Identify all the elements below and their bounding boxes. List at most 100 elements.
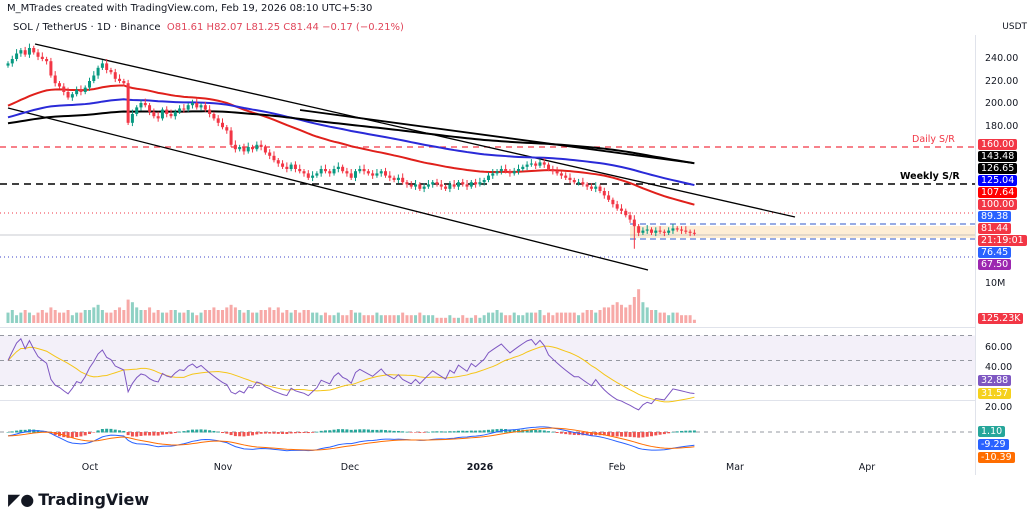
candle-body — [113, 72, 117, 79]
volume-bar — [263, 310, 267, 323]
macd-histogram-bar — [461, 430, 465, 433]
candle-body — [19, 50, 23, 54]
volume-bar — [568, 312, 572, 323]
time-axis-label: Apr — [858, 462, 876, 473]
candle-body — [555, 171, 559, 174]
macd-histogram-bar — [435, 431, 439, 433]
symbol-legend[interactable]: SOL / TetherUS · 1D · Binance O81.61 H82… — [13, 22, 404, 33]
macd-histogram-bar — [328, 430, 332, 433]
macd-histogram-bar — [469, 430, 473, 433]
volume-bar — [268, 307, 272, 323]
candle-body — [422, 186, 426, 189]
volume-bar — [302, 310, 306, 323]
volume-bar — [572, 312, 576, 323]
candle-body — [328, 171, 332, 174]
candle-body — [632, 219, 636, 227]
rsi-axis-tick: 40.00 — [985, 362, 1013, 373]
pane-divider — [0, 400, 975, 401]
volume-bar — [405, 315, 409, 323]
volume-bar — [216, 310, 220, 323]
volume-label: 125.23K — [978, 313, 1024, 324]
ema50-line — [7, 84, 695, 206]
macd-histogram-bar — [156, 432, 160, 436]
candle-body — [62, 86, 66, 92]
macd-histogram-bar — [302, 432, 306, 433]
macd-histogram-bar — [401, 431, 405, 433]
candle-body — [126, 83, 130, 123]
volume-bar — [160, 312, 164, 323]
macd-histogram-bar — [607, 432, 611, 436]
macd-histogram-bar — [366, 429, 370, 433]
candle-body — [435, 182, 439, 185]
candle-body — [238, 147, 242, 150]
candle-body — [542, 162, 546, 165]
volume-bar — [118, 307, 122, 323]
candle-body — [186, 105, 190, 110]
volume-bar — [577, 315, 581, 323]
volume-bar — [186, 310, 190, 323]
volume-bar — [199, 312, 203, 323]
candle-body — [306, 173, 310, 178]
volume-bar — [384, 315, 388, 323]
price-label: 126.65 — [978, 163, 1018, 174]
volume-bar — [632, 297, 636, 323]
volume-bar — [534, 312, 538, 323]
macd-histogram-bar — [173, 432, 177, 434]
candle-body — [160, 109, 164, 119]
candle-body — [680, 229, 684, 231]
volume-bar — [32, 315, 36, 323]
volume-bar — [401, 312, 405, 323]
volume-bar — [96, 304, 100, 323]
candle-body — [32, 48, 36, 53]
candle-body — [122, 81, 126, 84]
macd-histogram-bar — [6, 432, 10, 433]
volume-bar — [581, 312, 585, 323]
macd-histogram-bar — [379, 429, 383, 433]
volume-bar — [615, 302, 619, 323]
time-axis-label: Nov — [213, 462, 233, 473]
candle-body — [564, 175, 568, 178]
rsi-ma-label: 31.57 — [978, 388, 1012, 399]
time-axis-label: Dec — [340, 462, 360, 473]
price-label: 76.45 — [978, 247, 1012, 258]
volume-bar — [414, 315, 418, 323]
volume-bar — [53, 310, 57, 323]
macd-histogram-bar — [388, 430, 392, 433]
macd-histogram-bar — [40, 430, 44, 433]
macd-histogram-bar — [160, 432, 164, 435]
candle-body — [203, 105, 207, 110]
macd-histogram-bar — [392, 430, 396, 433]
volume-bar — [499, 312, 503, 323]
candle-body — [392, 177, 396, 180]
candle-body — [165, 109, 169, 114]
candle-body — [658, 230, 662, 232]
volume-bar — [276, 307, 280, 323]
macd-histogram-bar — [431, 431, 435, 433]
macd-signal-label: -10.39 — [978, 452, 1015, 463]
candle-body — [461, 182, 465, 185]
volume-bar — [619, 304, 623, 323]
macd-histogram-bar — [105, 428, 109, 433]
macd-line — [7, 426, 695, 452]
price-label: 21:19:01 — [978, 235, 1027, 246]
candle-body — [362, 169, 366, 172]
volume-bar — [551, 315, 555, 323]
price-label: 81.44 — [978, 223, 1012, 234]
candle-body — [692, 232, 696, 234]
close-value: C81.44 — [283, 22, 319, 33]
macd-histogram-bar — [285, 432, 289, 435]
macd-histogram-bar — [418, 432, 422, 433]
volume-bar — [684, 315, 688, 323]
volume-bar — [504, 315, 508, 323]
tradingview-logo[interactable]: ◤● TradingView — [8, 490, 149, 509]
volume-bar — [349, 310, 353, 323]
candle-body — [6, 63, 10, 66]
volume-bar — [311, 312, 315, 323]
volume-bar — [555, 312, 559, 323]
channel-upper-line — [34, 43, 796, 218]
macd-histogram-bar — [263, 432, 267, 434]
volume-bar — [379, 315, 383, 323]
macd-histogram-bar — [118, 430, 122, 433]
macd-histogram-bar — [251, 432, 255, 436]
